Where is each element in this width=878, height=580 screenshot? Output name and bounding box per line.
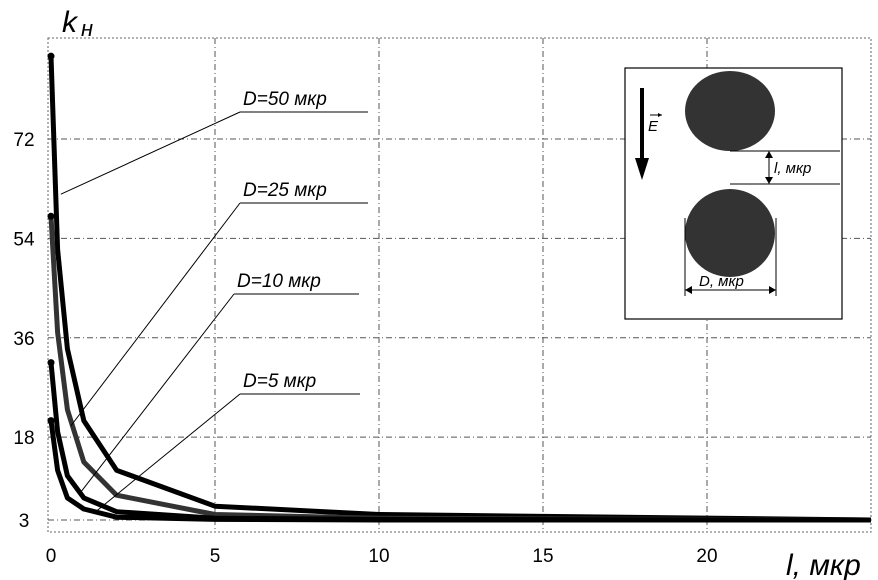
series-line-3 <box>48 420 871 523</box>
series-start-point-0 <box>47 52 55 60</box>
curves <box>47 52 872 523</box>
y-axis-title-sub: н <box>81 16 93 41</box>
inset-particle-top <box>685 71 775 151</box>
curve-leader-line-2 <box>80 293 235 493</box>
inset-gap-arrow-bottom <box>765 177 773 184</box>
field-arrow-icon <box>635 158 649 180</box>
y-tick-label-1: 18 <box>13 428 34 449</box>
x-tick-label-0: 0 <box>46 546 57 567</box>
curve-callouts: D=50 мкр D=25 мкр D=10 мкр D=5 мкр <box>60 89 368 514</box>
x-tick-label-4: 20 <box>696 546 717 567</box>
curve-leader-line-1 <box>70 202 241 427</box>
y-tick-label-0: 3 <box>19 511 30 532</box>
curve-leader-line-3 <box>93 393 241 514</box>
inset-gap-arrow-top <box>765 151 773 158</box>
y-tick-label-3: 54 <box>13 229 35 250</box>
field-vector-arrowhead <box>658 113 662 117</box>
series-start-point-1 <box>47 212 55 220</box>
curve-label-3: D=5 мкр <box>243 371 316 392</box>
inset-gap-label: l, мкр <box>774 160 811 177</box>
inset-diam-arrow-left <box>685 286 692 294</box>
tick-labels: 0 5 10 15 20 3 18 36 54 72 <box>13 130 717 567</box>
inset-diam-arrow-right <box>769 286 776 294</box>
x-tick-label-1: 5 <box>210 546 221 567</box>
inset-diameter-label: D, мкр <box>699 273 744 290</box>
y-tick-label-4: 72 <box>13 130 34 151</box>
x-axis-title: l, мкр <box>786 549 861 580</box>
series-start-point-3 <box>47 417 55 425</box>
x-tick-label-3: 15 <box>532 546 553 567</box>
plot-frame <box>47 37 872 533</box>
y-tick-label-2: 36 <box>13 329 34 350</box>
curve-leader-line-0 <box>60 111 241 195</box>
series-line-0 <box>48 56 872 523</box>
curve-label-0: D=50 мкр <box>243 89 327 110</box>
curve-label-2: D=10 мкр <box>237 271 321 292</box>
y-axis-title-main: k <box>62 6 79 39</box>
x-tick-label-2: 10 <box>368 546 389 567</box>
curve-label-1: D=25 мкр <box>243 180 327 201</box>
inset-particle-bottom <box>685 189 775 277</box>
field-label: E <box>648 118 659 135</box>
series-line-2 <box>48 362 872 523</box>
series-start-point-2 <box>47 359 55 367</box>
inset-diagram: l, мкр D, мкр E <box>624 67 843 320</box>
